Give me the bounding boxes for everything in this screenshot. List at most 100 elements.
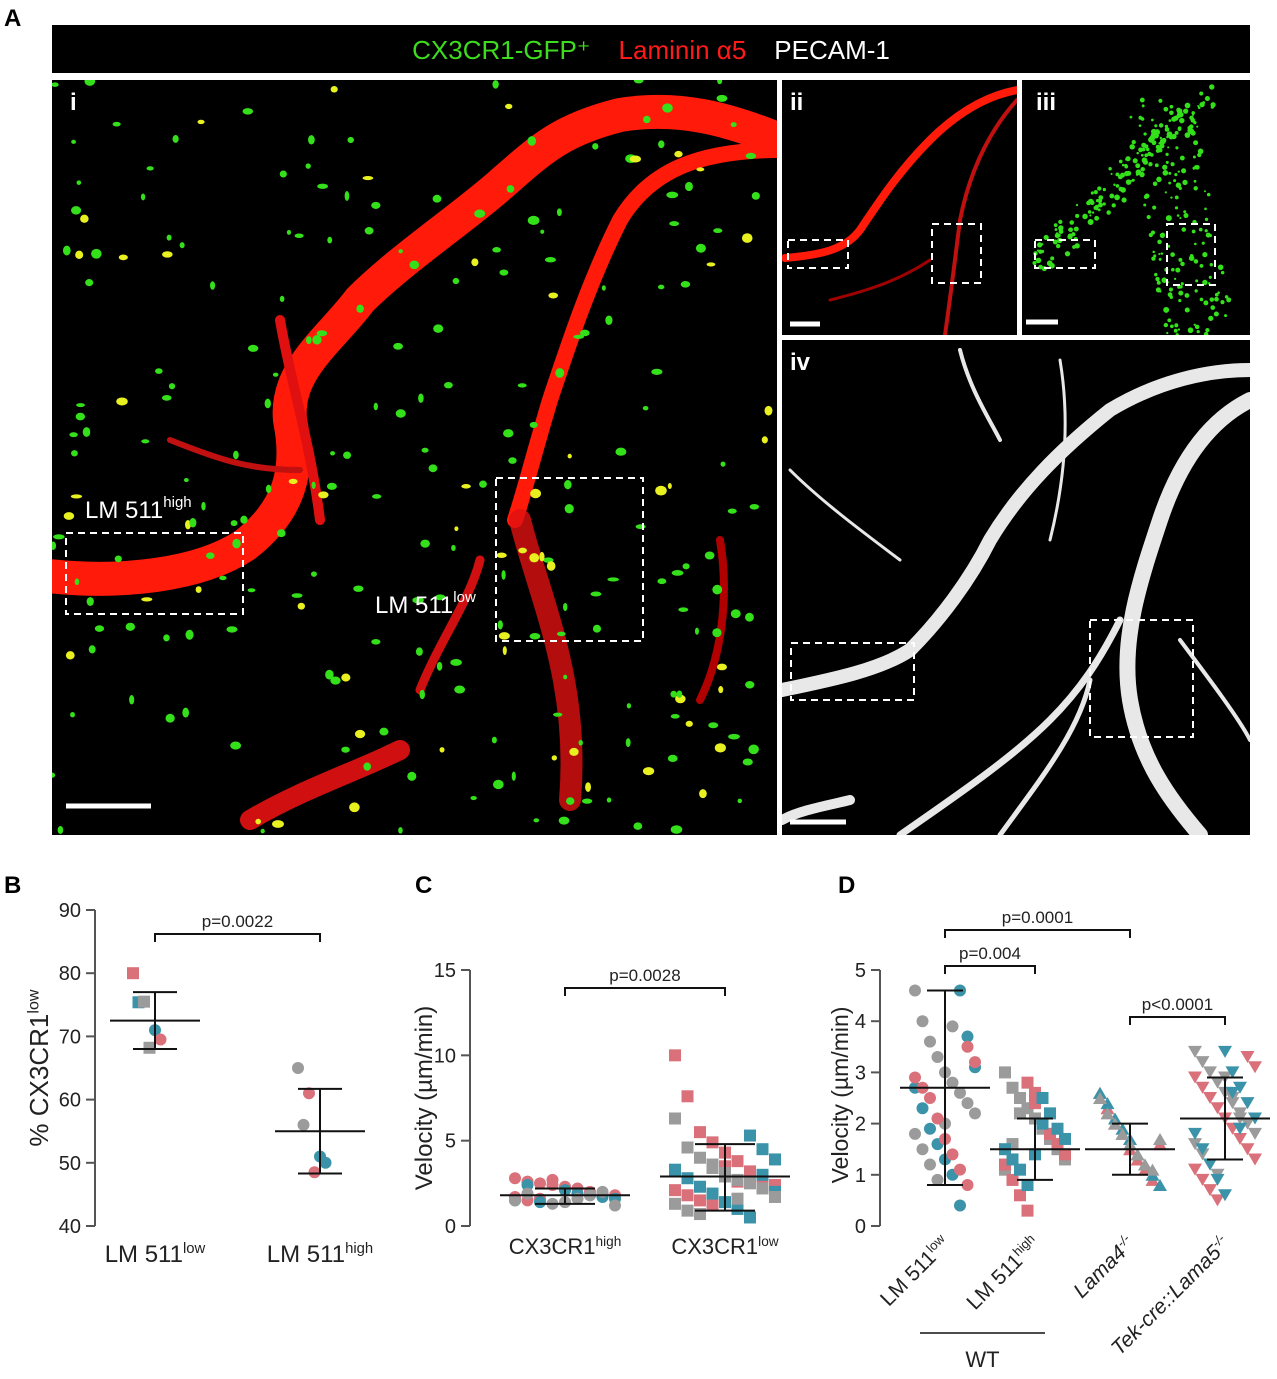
cell [1208, 275, 1212, 279]
cell [219, 575, 227, 581]
roi-box [1166, 223, 1216, 286]
y-tick-label: 3 [855, 1062, 866, 1084]
cell [1201, 103, 1205, 107]
cell [88, 645, 96, 654]
cell [114, 555, 122, 563]
cell [1094, 215, 1100, 221]
data-point [769, 1190, 781, 1203]
cell [330, 451, 336, 456]
cell [506, 185, 515, 193]
data-point [1240, 1117, 1255, 1130]
cell [1125, 179, 1132, 185]
cell [1183, 210, 1187, 214]
cell [670, 714, 680, 719]
data-point [1138, 1158, 1152, 1171]
cell [1131, 178, 1135, 182]
cell [434, 594, 446, 601]
data-point [1248, 1061, 1262, 1074]
data-point [744, 1165, 756, 1178]
y-axis-label-text: Velocity (µm/min) [411, 1006, 438, 1191]
cell [1194, 164, 1200, 170]
cell [1097, 208, 1101, 212]
cell [451, 544, 456, 551]
cell [1178, 186, 1182, 190]
y-tick-label: 5 [445, 1131, 456, 1153]
cell [1158, 123, 1164, 128]
cell [745, 152, 757, 160]
cell [503, 429, 514, 438]
cell [461, 484, 471, 489]
cell [1036, 242, 1043, 248]
cell [226, 626, 238, 633]
cell [141, 597, 153, 602]
cell [530, 488, 542, 499]
cell [1179, 117, 1185, 124]
data-point [1225, 1066, 1240, 1079]
cell [655, 485, 667, 496]
cell [566, 797, 575, 805]
data-point [292, 1062, 304, 1074]
cell [667, 482, 672, 490]
cell [1058, 229, 1064, 234]
x-tick-label-text: CX3CR1 [671, 1234, 758, 1259]
cell [1199, 91, 1204, 96]
cell [264, 398, 271, 409]
vessel [52, 94, 777, 596]
cell [1197, 104, 1200, 108]
cell [412, 597, 424, 604]
data-point [931, 1173, 944, 1186]
cell [1093, 205, 1098, 210]
data-point [931, 1051, 944, 1064]
cell [642, 405, 649, 411]
cell [1110, 172, 1113, 175]
cell [569, 747, 579, 756]
cell [1203, 300, 1209, 306]
cell [1199, 297, 1204, 302]
x-tick-label: CX3CR1high [509, 1234, 622, 1259]
y-tick-label: 2 [855, 1114, 866, 1136]
data-point [534, 1177, 546, 1190]
cell [1196, 330, 1200, 334]
data-point [731, 1202, 744, 1215]
data-point [1210, 1194, 1225, 1207]
data-point [1203, 1184, 1217, 1197]
cell [706, 262, 716, 267]
panel-label: B [4, 872, 21, 899]
cell [1058, 225, 1064, 231]
y-tick-label: 1 [855, 1165, 866, 1187]
cell [327, 236, 333, 244]
data-point [916, 1102, 929, 1115]
data-point [731, 1192, 744, 1205]
cell [1165, 215, 1172, 222]
cell [279, 295, 285, 303]
cell [140, 193, 146, 201]
data-point [1240, 1097, 1255, 1110]
cell [1129, 144, 1135, 150]
cell [1175, 267, 1181, 273]
cell [353, 585, 364, 592]
cell [185, 629, 194, 640]
cell [398, 249, 403, 254]
cell [696, 167, 705, 172]
data-point [1233, 1132, 1247, 1145]
cell [1166, 331, 1169, 335]
cell [326, 482, 337, 490]
data-point [534, 1196, 546, 1209]
data-point [694, 1126, 706, 1139]
cell [682, 563, 690, 570]
annotation-text: LM 511 [375, 592, 453, 619]
cell [379, 727, 389, 736]
vessel [240, 740, 410, 830]
data-point [961, 1040, 974, 1053]
cell [1075, 213, 1080, 218]
cell [1115, 172, 1120, 177]
p-value: p<0.0001 [1142, 995, 1213, 1014]
data-point [961, 1179, 974, 1192]
cell [1152, 205, 1157, 210]
cell [1195, 279, 1199, 283]
cell [1138, 124, 1142, 128]
cell [1038, 264, 1043, 270]
cell [65, 651, 75, 660]
cell [1074, 243, 1080, 249]
data-point [1006, 1153, 1019, 1166]
